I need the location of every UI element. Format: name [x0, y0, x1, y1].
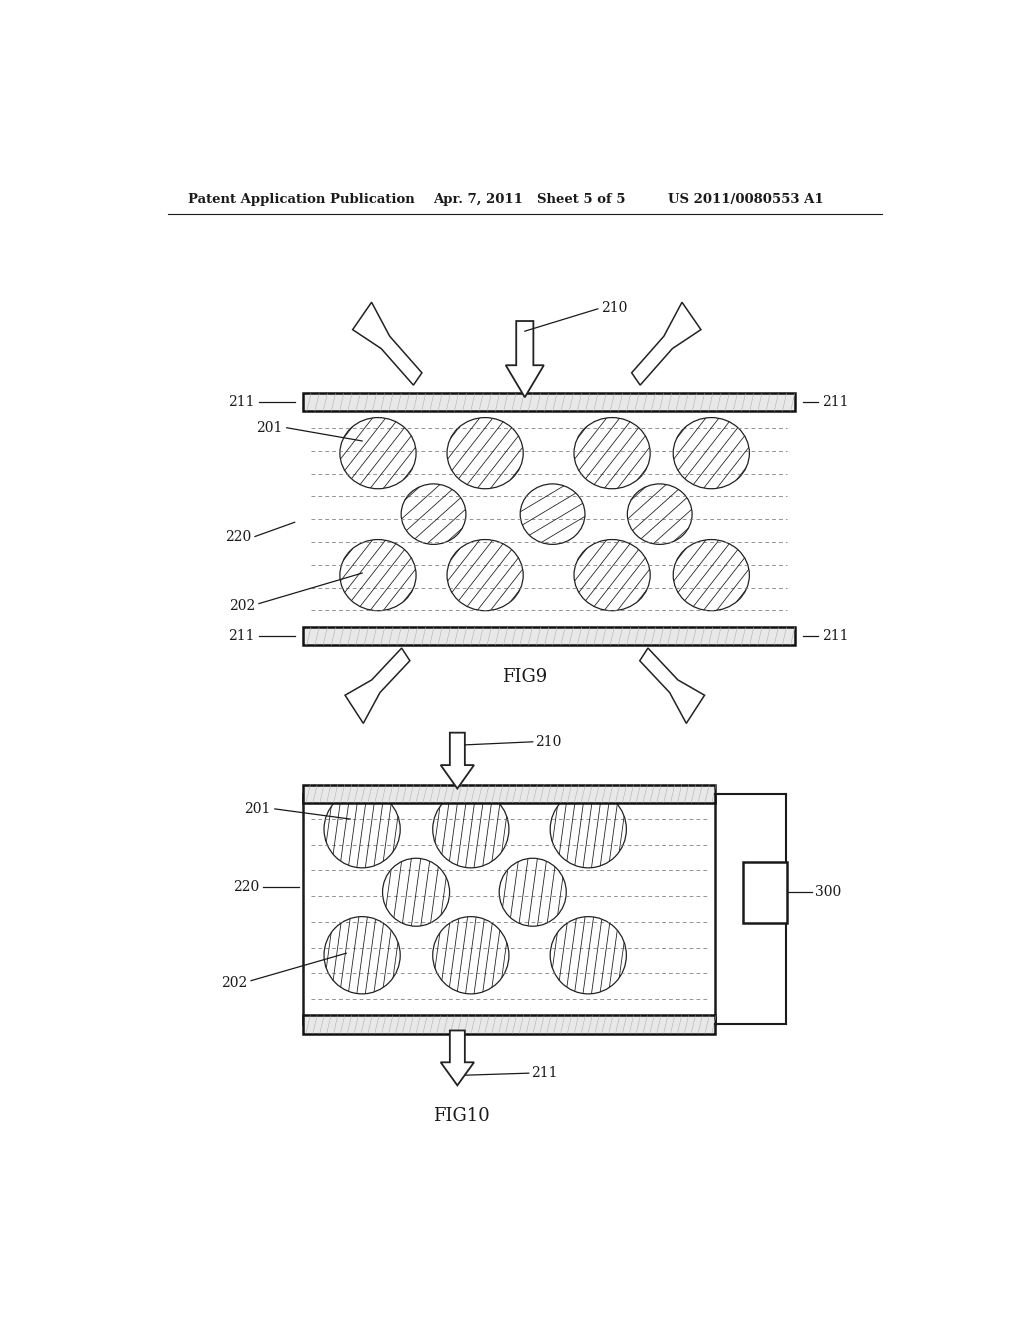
Polygon shape	[345, 648, 410, 723]
Text: Apr. 7, 2011: Apr. 7, 2011	[433, 193, 523, 206]
Text: Sheet 5 of 5: Sheet 5 of 5	[537, 193, 626, 206]
Text: 300: 300	[815, 886, 842, 899]
Text: 210: 210	[601, 301, 628, 314]
Polygon shape	[640, 648, 705, 723]
Text: 210: 210	[536, 735, 561, 748]
Text: 202: 202	[221, 975, 247, 990]
Text: 211: 211	[822, 395, 849, 409]
Polygon shape	[352, 302, 422, 385]
Text: 211: 211	[531, 1067, 558, 1080]
Text: FIG9: FIG9	[502, 668, 548, 686]
Polygon shape	[440, 733, 474, 788]
Text: 211: 211	[228, 395, 255, 409]
Text: 202: 202	[228, 598, 255, 612]
Text: US 2011/0080553 A1: US 2011/0080553 A1	[668, 193, 823, 206]
Text: 201: 201	[245, 801, 270, 816]
Text: 211: 211	[822, 630, 849, 643]
Polygon shape	[506, 321, 544, 397]
Text: 220: 220	[232, 880, 259, 894]
Bar	[303, 784, 715, 803]
Text: 211: 211	[228, 630, 255, 643]
Text: 220: 220	[224, 529, 251, 544]
Bar	[303, 1015, 715, 1034]
Polygon shape	[440, 1031, 474, 1085]
Bar	[743, 862, 786, 923]
Bar	[303, 627, 795, 645]
Text: Patent Application Publication: Patent Application Publication	[187, 193, 415, 206]
Text: FIG10: FIG10	[433, 1107, 489, 1125]
Polygon shape	[632, 302, 700, 385]
Text: 201: 201	[256, 421, 283, 434]
Bar	[303, 393, 795, 412]
